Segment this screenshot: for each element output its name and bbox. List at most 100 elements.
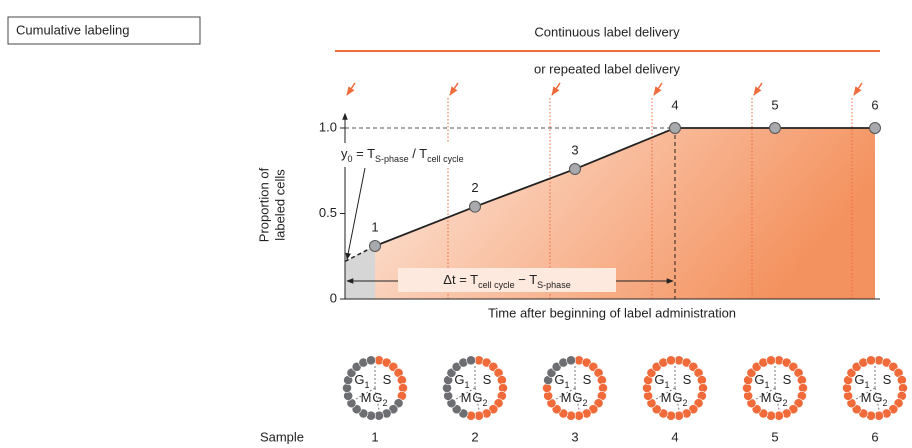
- phase-label: S: [683, 372, 692, 387]
- phase-name: S: [883, 372, 892, 387]
- y0-equation-part: = T: [353, 146, 376, 161]
- phase-name: M: [861, 390, 872, 405]
- phase-name: G: [554, 372, 564, 387]
- y-label: labeled cells: [272, 169, 287, 241]
- phase-sub: 1: [465, 380, 470, 390]
- sample-number: 6: [871, 429, 878, 444]
- phase-label: G1: [754, 372, 769, 390]
- cell-cycle: G1 SM G2: [642, 355, 708, 421]
- sample-number: 2: [471, 429, 478, 444]
- phase-name: M: [361, 390, 372, 405]
- phase-label: M: [361, 390, 372, 405]
- phase-label: G1: [554, 372, 569, 390]
- phase-name: S: [383, 372, 392, 387]
- phase-label: G2: [572, 390, 587, 408]
- y-label: Proportion of: [256, 167, 271, 242]
- phase-name: M: [761, 390, 772, 405]
- delivery-arrow: [853, 82, 863, 96]
- phase-sub: 2: [683, 398, 688, 408]
- phase-sub: 2: [583, 398, 588, 408]
- phase-name: G: [672, 390, 682, 405]
- phase-name: S: [683, 372, 692, 387]
- phase-name: G: [372, 390, 382, 405]
- delivery-arrow: [551, 82, 561, 96]
- dt-equation-part: − T: [515, 272, 538, 287]
- phase-label: G2: [472, 390, 487, 408]
- cell: [466, 355, 476, 366]
- equation-bg: [398, 268, 616, 292]
- y-tick-label: 0.5: [319, 205, 337, 220]
- phase-name: S: [483, 372, 492, 387]
- y0-equation-part: y: [341, 146, 348, 161]
- phase-name: G: [654, 372, 664, 387]
- phase-label: G2: [772, 390, 787, 408]
- phase-label: M: [861, 390, 872, 405]
- phase-label: M: [661, 390, 672, 405]
- y0-equation-part: cell cycle: [427, 154, 464, 164]
- unlabeled-area: [345, 245, 375, 299]
- phase-name: G: [872, 390, 882, 405]
- point-label: 6: [871, 97, 878, 112]
- y0-equation: y0 = TS-phase / Tcell cycle: [341, 146, 464, 164]
- phase-sub: 1: [865, 380, 870, 390]
- data-point: [669, 122, 681, 134]
- phase-sub: 2: [383, 398, 388, 408]
- leader: [345, 167, 366, 261]
- delivery-arrow: [753, 82, 763, 96]
- cell-cycle: G1 SM G2: [542, 355, 608, 421]
- point-label: 4: [671, 97, 678, 112]
- phase-label: G2: [872, 390, 887, 408]
- phase-label: G1: [654, 372, 669, 390]
- phase-name: S: [783, 372, 792, 387]
- dt-equation: Δt = Tcell cycle − TS-phase: [443, 272, 570, 290]
- phase-sub: 1: [565, 380, 570, 390]
- phase-label: M: [561, 390, 572, 405]
- phase-label: G1: [854, 372, 869, 390]
- phase-label: G2: [372, 390, 387, 408]
- sample-label: Sample: [260, 429, 304, 444]
- data-point: [569, 163, 581, 176]
- dt-equation-part: cell cycle: [478, 280, 515, 290]
- equation-bg: [338, 143, 508, 167]
- phase-name: G: [754, 372, 764, 387]
- cell-cycle: G1 SM G2: [842, 355, 908, 421]
- data-point: [369, 239, 381, 252]
- point-label: 3: [571, 142, 578, 157]
- sample-number: 5: [771, 429, 778, 444]
- phase-label: M: [761, 390, 772, 405]
- point-label: 2: [471, 180, 478, 195]
- phase-name: G: [772, 390, 782, 405]
- point-label: 5: [771, 97, 778, 112]
- phase-name: S: [583, 372, 592, 387]
- dt-equation-part: S-phase: [537, 280, 571, 290]
- phase-label: M: [461, 390, 472, 405]
- y0-equation-part: 0: [348, 154, 353, 164]
- phase-label: G1: [454, 372, 469, 390]
- phase-name: G: [472, 390, 482, 405]
- phase-label: S: [583, 372, 592, 387]
- data-point: [769, 122, 781, 134]
- phase-sub: 2: [783, 398, 788, 408]
- y-tick-label: 1.0: [319, 119, 337, 134]
- cell: [766, 355, 776, 366]
- header-line: Continuous label delivery: [534, 24, 680, 39]
- phase-name: M: [561, 390, 572, 405]
- sample-number: 4: [671, 429, 678, 444]
- phase-label: G2: [672, 390, 687, 408]
- delivery-arrow: [449, 82, 459, 96]
- cell-cycle: G1 SM G2: [442, 355, 508, 421]
- phase-sub: 2: [883, 398, 888, 408]
- phase-label: G1: [354, 372, 369, 390]
- phase-label: S: [783, 372, 792, 387]
- phase-label: S: [483, 372, 492, 387]
- x-label: Time after beginning of label administra…: [488, 305, 736, 320]
- point-label: 1: [371, 219, 378, 234]
- y-tick-label: 0: [330, 290, 337, 305]
- phase-name: G: [354, 372, 364, 387]
- cell-cycle: G1 SM G2: [342, 355, 408, 421]
- phase-name: G: [854, 372, 864, 387]
- phase-sub: 1: [765, 380, 770, 390]
- labeled-area: [375, 128, 875, 299]
